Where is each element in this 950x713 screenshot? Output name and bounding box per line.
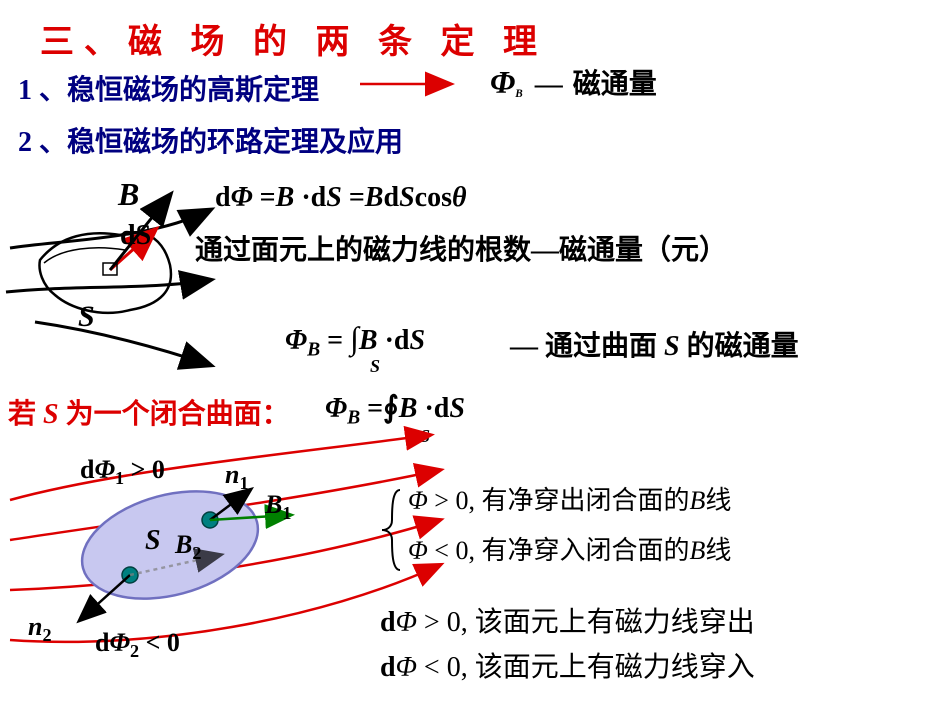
flux-dash: — xyxy=(535,69,563,100)
dphi1-label: dΦ1 > 0 xyxy=(80,455,165,489)
vector-dS-label: dS xyxy=(120,220,151,252)
page-title: 三、磁 场 的 两 条 定 理 xyxy=(40,14,547,63)
dphi2-label: dΦ2 < 0 xyxy=(95,628,180,662)
equation-dphi: dΦ =B ·dS =BdScosθ xyxy=(215,182,467,214)
case-phi-negative: Φ < 0, 有净穿入闭合面的B线 xyxy=(408,530,731,567)
eq3-oint-sub: S xyxy=(420,426,430,447)
n2-label: n2 xyxy=(28,612,52,646)
flux-symbol: Φ xyxy=(490,64,515,100)
closed-surface-label: 若 S 为一个闭合曲面： xyxy=(8,392,290,432)
eq3-sub: B xyxy=(347,408,360,429)
B2-label: B2 xyxy=(175,530,201,564)
subheading-1: 1 、稳恒磁场的高斯定理 xyxy=(18,68,319,108)
equation-surface-integral: ΦB = ∫B ·dS xyxy=(285,320,425,362)
equation-closed-integral: ΦB =∮B ·dS xyxy=(325,390,465,430)
vector-B-label: B xyxy=(118,176,139,213)
line-flux-through-element: 通过面元上的磁力线的根数—磁通量（元） xyxy=(195,228,727,268)
flux-label: 磁通量 xyxy=(573,69,657,100)
flux-symbol-group: ΦB — 磁通量 xyxy=(490,62,657,102)
eq2-tail: — 通过曲面 S 的磁通量 xyxy=(510,324,799,364)
B1-label: B1 xyxy=(265,490,291,524)
n1-label: n1 xyxy=(225,460,249,494)
local-dphi-positive: dΦ > 0, 该面元上有磁力线穿出 xyxy=(380,600,755,640)
eq3-eq: = xyxy=(367,393,383,424)
case-phi-positive: Φ > 0, 有净穿出闭合面的B线 xyxy=(408,480,731,517)
eq2-eq: = xyxy=(327,325,350,356)
flux-sub: B xyxy=(515,88,522,100)
local-dphi-negative: dΦ < 0, 该面元上有磁力线穿入 xyxy=(380,645,755,685)
eq2-integral-sub: S xyxy=(370,356,380,377)
subheading-2: 2 、稳恒磁场的环路定理及应用 xyxy=(18,120,403,160)
closed-S-label: S xyxy=(145,525,161,557)
surface-S-label: S xyxy=(78,300,95,334)
eq2-sub: B xyxy=(307,340,320,361)
dS-text: dS xyxy=(120,220,151,251)
